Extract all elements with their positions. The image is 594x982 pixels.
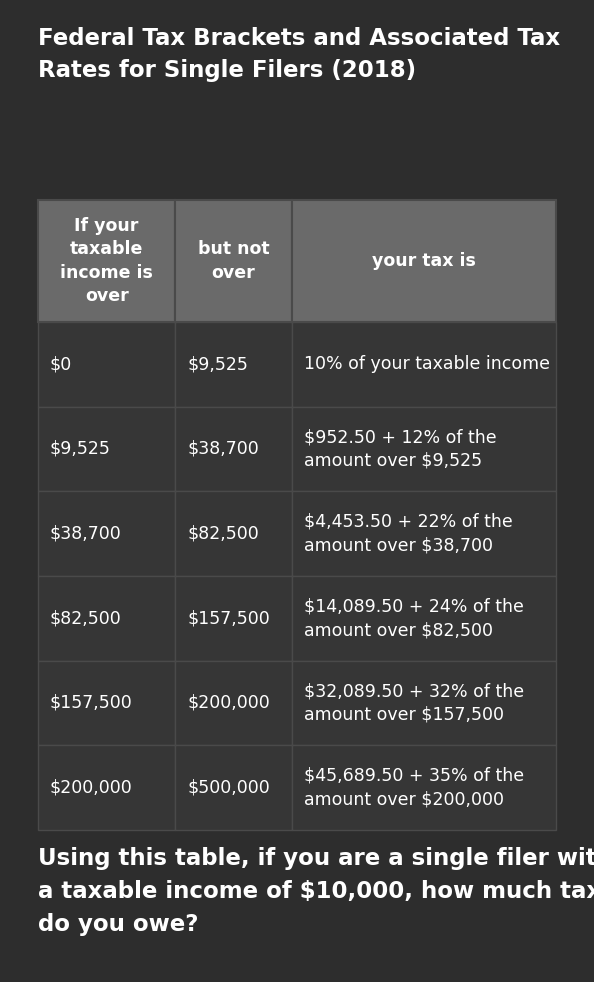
Bar [292,322,556,407]
Bar [175,200,292,322]
Text: $0: $0 [50,355,72,373]
Bar [38,322,175,407]
Bar [292,576,556,661]
Text: $38,700: $38,700 [187,440,259,458]
Text: $157,500: $157,500 [187,610,270,627]
Text: $45,689.50 + 35% of the
amount over $200,000: $45,689.50 + 35% of the amount over $200… [304,767,524,808]
Bar [292,491,556,576]
Text: Federal Tax Brackets and Associated Tax
Rates for Single Filers (2018): Federal Tax Brackets and Associated Tax … [38,27,560,82]
Text: 10% of your taxable income: 10% of your taxable income [304,355,550,373]
Text: $200,000: $200,000 [187,694,270,712]
Bar [175,745,292,830]
Text: $38,700: $38,700 [50,524,122,543]
Text: your tax is: your tax is [372,252,476,270]
Text: $82,500: $82,500 [50,610,122,627]
Bar [175,407,292,491]
Bar [38,407,175,491]
Bar [38,200,175,322]
Text: $9,525: $9,525 [187,355,248,373]
Text: $82,500: $82,500 [187,524,259,543]
Bar [292,745,556,830]
Text: $4,453.50 + 22% of the
amount over $38,700: $4,453.50 + 22% of the amount over $38,7… [304,513,513,555]
Bar [38,491,175,576]
Bar [38,661,175,745]
Text: If your
taxable
income is
over: If your taxable income is over [60,217,153,305]
Bar [175,491,292,576]
Text: $9,525: $9,525 [50,440,111,458]
Text: $32,089.50 + 32% of the
amount over $157,500: $32,089.50 + 32% of the amount over $157… [304,682,524,724]
Text: $500,000: $500,000 [187,779,270,796]
Bar [175,576,292,661]
Text: $952.50 + 12% of the
amount over $9,525: $952.50 + 12% of the amount over $9,525 [304,428,497,469]
Bar [175,322,292,407]
Bar [38,576,175,661]
Text: Using this table, if you are a single filer with
a taxable income of $10,000, ho: Using this table, if you are a single fi… [38,847,594,936]
Bar [175,661,292,745]
Text: but not
over: but not over [198,241,269,282]
Text: $157,500: $157,500 [50,694,132,712]
Text: $14,089.50 + 24% of the
amount over $82,500: $14,089.50 + 24% of the amount over $82,… [304,597,524,639]
Text: $200,000: $200,000 [50,779,132,796]
Bar [292,407,556,491]
Bar [292,200,556,322]
Bar [292,661,556,745]
Bar [38,745,175,830]
